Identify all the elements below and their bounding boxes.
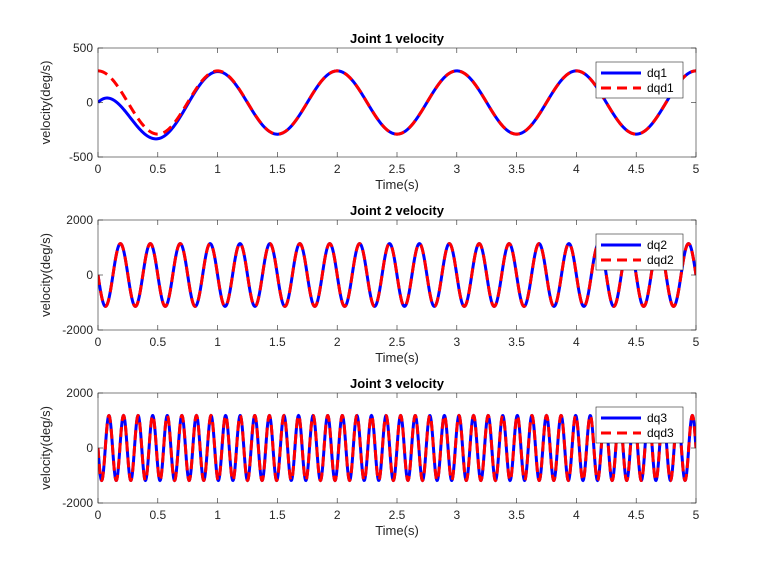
x-tick-label: 1	[214, 335, 221, 349]
x-tick-label: 4.5	[628, 162, 645, 176]
legend-box	[595, 61, 684, 99]
x-tick-label: 0.5	[149, 162, 166, 176]
y-tick-label: 500	[73, 41, 93, 55]
x-tick-label: 3.5	[508, 508, 525, 522]
legend-label-dq3: dq3	[647, 411, 667, 425]
chart-title: Joint 3 velocity	[350, 376, 445, 391]
x-tick-label: 3	[453, 162, 460, 176]
x-tick-label: 4.5	[628, 335, 645, 349]
y-tick-label: -500	[69, 150, 93, 164]
x-tick-label: 5	[693, 162, 700, 176]
x-tick-label: 1	[214, 508, 221, 522]
x-tick-label: 0.5	[149, 508, 166, 522]
x-tick-label: 0.5	[149, 335, 166, 349]
y-axis-label: velocity(deg/s)	[38, 61, 53, 145]
x-tick-label: 4	[573, 162, 580, 176]
x-tick-label: 1.5	[269, 335, 286, 349]
legend-label-dqd3: dqd3	[647, 426, 674, 440]
y-tick-label: 0	[86, 96, 93, 110]
legend-label-dq1: dq1	[647, 66, 667, 80]
x-tick-label: 5	[693, 335, 700, 349]
y-tick-label: 0	[86, 268, 93, 282]
y-tick-label: -2000	[62, 496, 93, 510]
chart-title: Joint 2 velocity	[350, 203, 445, 218]
x-tick-label: 0	[95, 508, 102, 522]
series-line-dqd1	[98, 69, 696, 136]
x-tick-label: 3	[453, 508, 460, 522]
x-tick-label: 3.5	[508, 162, 525, 176]
x-tick-label: 4.5	[628, 508, 645, 522]
x-tick-label: 1.5	[269, 508, 286, 522]
x-tick-label: 0	[95, 335, 102, 349]
x-tick-label: 1.5	[269, 162, 286, 176]
x-tick-label: 2.5	[389, 162, 406, 176]
x-tick-label: 2	[334, 335, 341, 349]
x-tick-label: 0	[95, 162, 102, 176]
y-tick-label: 2000	[66, 213, 93, 227]
x-tick-label: 3	[453, 335, 460, 349]
y-axis-label: velocity(deg/s)	[38, 233, 53, 317]
x-tick-label: 2.5	[389, 508, 406, 522]
x-axis-label: Time(s)	[375, 350, 419, 365]
x-tick-label: 2	[334, 162, 341, 176]
x-tick-label: 2.5	[389, 335, 406, 349]
x-tick-label: 2	[334, 508, 341, 522]
legend-box	[595, 233, 684, 271]
x-tick-label: 1	[214, 162, 221, 176]
y-tick-label: -2000	[62, 323, 93, 337]
series-line-dqd3	[98, 413, 696, 483]
x-tick-label: 5	[693, 508, 700, 522]
x-tick-label: 4	[573, 335, 580, 349]
x-tick-label: 3.5	[508, 335, 525, 349]
legend-label-dqd2: dqd2	[647, 253, 674, 267]
legend-label-dqd1: dqd1	[647, 81, 674, 95]
chart-title: Joint 1 velocity	[350, 31, 445, 46]
y-tick-label: 2000	[66, 386, 93, 400]
y-axis-label: velocity(deg/s)	[38, 406, 53, 490]
x-tick-label: 4	[573, 508, 580, 522]
legend-box	[595, 406, 684, 444]
y-tick-label: 0	[86, 441, 93, 455]
x-axis-label: Time(s)	[375, 177, 419, 192]
x-axis-label: Time(s)	[375, 523, 419, 538]
legend-label-dq2: dq2	[647, 238, 667, 252]
